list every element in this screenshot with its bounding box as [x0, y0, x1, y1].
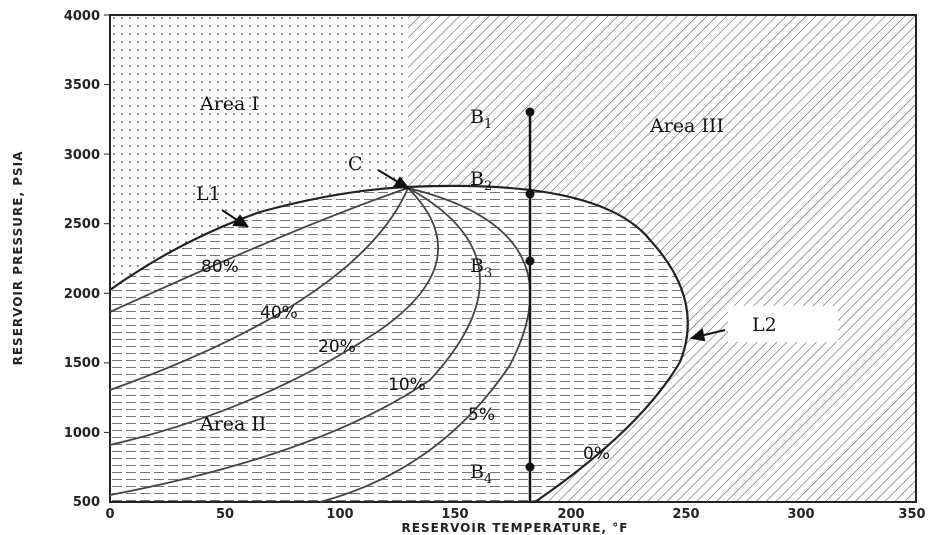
x-tick-label: 300 — [787, 507, 814, 522]
dew-point-curve-l2 — [407, 184, 689, 503]
y-tick-label: 4000 — [64, 9, 100, 24]
x-tick-label: 250 — [672, 507, 699, 522]
critical-point-label: C — [348, 153, 363, 175]
l2-label: L2 — [752, 314, 777, 336]
x-tick-label: 0 — [105, 507, 114, 522]
point-b4-label: B4 — [470, 461, 492, 487]
quality-label-20: 20% — [318, 337, 356, 357]
quality-line-40 — [109, 187, 409, 391]
arrow-l2 — [699, 329, 726, 337]
x-tick-label: 350 — [898, 507, 925, 522]
point-b2-marker — [525, 189, 535, 199]
y-tick-label: 500 — [73, 495, 100, 510]
quality-label-80: 80% — [201, 257, 239, 277]
y-tick-label: 2500 — [64, 217, 100, 232]
area-three-label: Area III — [649, 115, 724, 137]
quality-lines — [109, 187, 532, 503]
quality-label-0: 0% — [583, 444, 610, 464]
bubble-point-curve-l1 — [109, 185, 409, 291]
x-tick-label: 150 — [441, 507, 468, 522]
y-axis-title: RESERVOIR PRESSURE, PSIA — [11, 151, 25, 366]
plot-frame — [109, 14, 917, 503]
x-tick-label: 200 — [557, 507, 584, 522]
arrow-l2-head — [689, 328, 706, 342]
x-axis-title: RESERVOIR TEMPERATURE, °F — [402, 521, 629, 535]
area-one-region — [110, 15, 408, 290]
x-axis-ticks: 0 50 100 150 200 250 300 350 — [105, 507, 925, 522]
area-two-region — [110, 185, 688, 502]
quality-line-10 — [109, 187, 481, 496]
y-axis-ticks: 500 1000 1500 2000 2500 3000 3500 4000 — [64, 9, 110, 510]
quality-label-40: 40% — [260, 303, 298, 323]
y-tick-label: 2000 — [64, 287, 100, 302]
point-b1-marker — [525, 107, 535, 117]
x-tick-label: 100 — [326, 507, 353, 522]
point-b4-marker — [525, 462, 535, 472]
area-two-label: Area II — [199, 413, 266, 435]
arrow-l1-head — [232, 214, 250, 228]
y-tick-label: 1500 — [64, 356, 100, 371]
y-tick-label: 1000 — [64, 426, 100, 441]
quality-label-5: 5% — [468, 405, 495, 425]
l2-label-box — [728, 306, 838, 342]
point-b3-marker — [525, 256, 535, 266]
point-b3-label: B3 — [470, 255, 492, 281]
quality-label-10: 10% — [388, 375, 426, 395]
annotation-arrows — [221, 169, 726, 342]
l1-label: L1 — [196, 183, 221, 205]
quality-line-5 — [319, 187, 532, 503]
point-b2-label: B2 — [470, 168, 492, 194]
arrow-c-head — [393, 176, 411, 190]
y-tick-label: 3000 — [64, 148, 100, 163]
point-b1-label: B1 — [470, 106, 492, 132]
area-one-label: Area I — [199, 93, 259, 115]
x-tick-label: 50 — [216, 507, 234, 522]
quality-line-20 — [109, 187, 439, 446]
y-tick-label: 3500 — [64, 78, 100, 93]
quality-line-80 — [109, 187, 409, 313]
